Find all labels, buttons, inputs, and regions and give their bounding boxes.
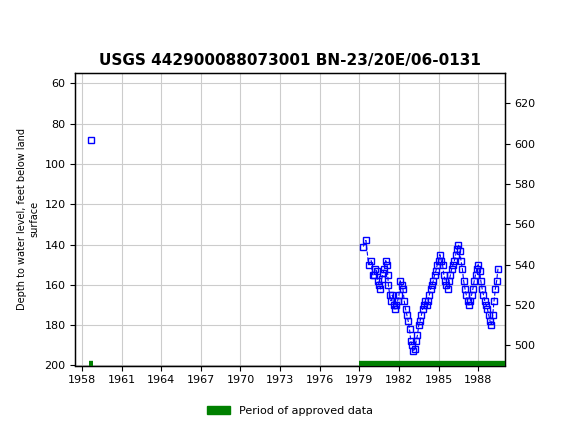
- Text: ≡USGS: ≡USGS: [12, 16, 70, 35]
- Legend: Period of approved data: Period of approved data: [203, 401, 377, 420]
- Y-axis label: Depth to water level, feet below land
surface: Depth to water level, feet below land su…: [17, 128, 39, 310]
- Title: USGS 442900088073001 BN-23/20E/06-0131: USGS 442900088073001 BN-23/20E/06-0131: [99, 53, 481, 68]
